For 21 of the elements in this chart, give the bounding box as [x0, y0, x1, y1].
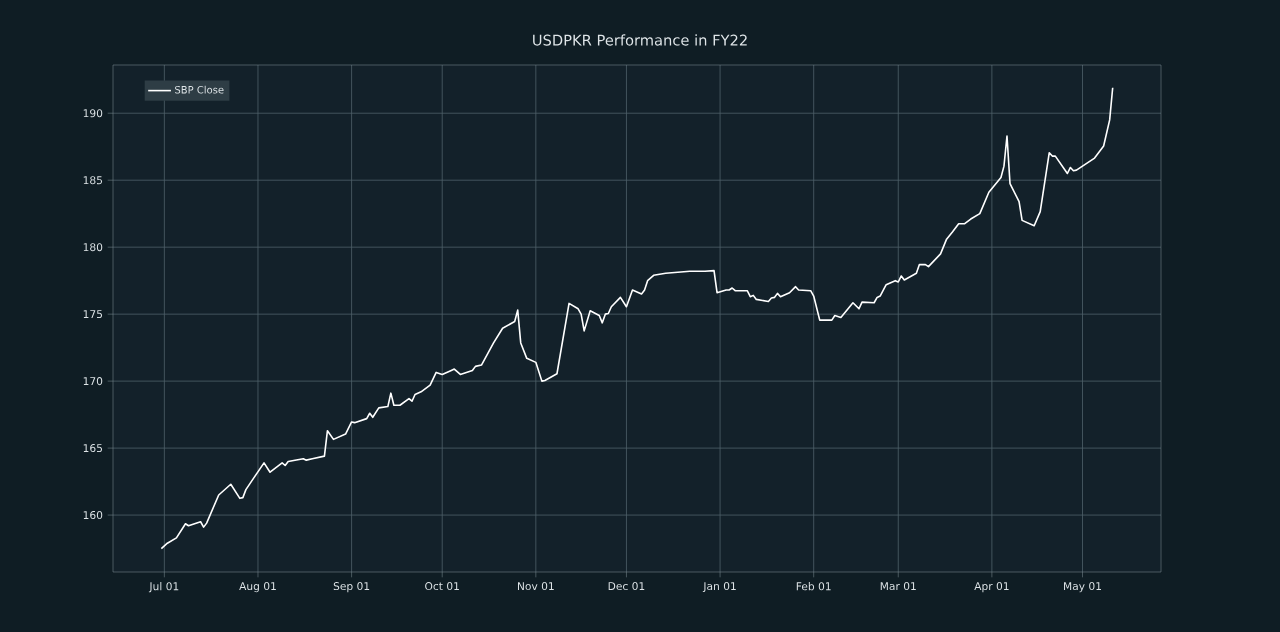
x-tick-label: Jan 01 [702, 582, 736, 593]
x-tick-label: Sep 01 [333, 582, 370, 593]
x-tick-label: Apr 01 [974, 582, 1009, 593]
x-tick-label: Dec 01 [608, 582, 645, 591]
x-tick-label: Nov 01 [517, 582, 554, 591]
x-tick-label: Aug 01 [239, 582, 276, 593]
y-tick-label: 185 [83, 176, 103, 185]
x-tick-label: Jul 01 [148, 582, 179, 593]
x-tick-label: Feb 01 [796, 582, 831, 591]
x-tick-label: Oct 01 [425, 582, 459, 591]
x-tick-label: May 01 [1064, 582, 1101, 593]
legend-label: SBP Close [175, 85, 224, 94]
line-series [160, 86, 1114, 550]
y-tick-label: 160 [83, 511, 103, 520]
x-tick-label: Mar 01 [880, 582, 916, 591]
chart-title: USDPKR Performance in FY22 [533, 34, 747, 46]
y-tick-label: 190 [83, 109, 103, 118]
y-tick-label: 170 [83, 377, 103, 386]
y-tick-label: 180 [83, 243, 103, 252]
y-tick-label: 165 [83, 444, 103, 453]
y-tick-label: 175 [83, 310, 103, 319]
